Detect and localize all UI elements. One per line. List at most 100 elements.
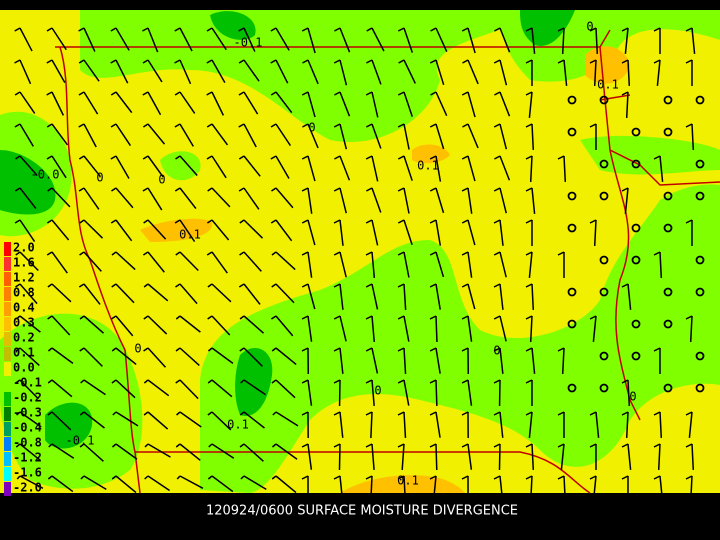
wind-barb	[110, 91, 133, 114]
wind-barb	[239, 347, 263, 367]
calm-circle	[599, 351, 609, 361]
border	[59, 46, 591, 494]
calm-circle	[567, 383, 577, 393]
wind-barb	[429, 155, 442, 182]
calm-circle	[631, 223, 641, 233]
calm-circle	[567, 191, 577, 201]
wind-barb	[208, 443, 235, 459]
legend-label: -0.8	[13, 436, 42, 450]
wind-barb	[365, 475, 373, 503]
wind-barb	[653, 475, 664, 502]
wind-barb	[207, 411, 232, 431]
wind-barb	[557, 443, 565, 470]
wind-barb	[14, 187, 37, 210]
wind-barb	[621, 91, 629, 119]
calm-circle	[567, 95, 577, 105]
wind-barb	[47, 187, 71, 208]
wind-barb	[239, 411, 265, 429]
wind-barb	[462, 59, 479, 85]
wind-barb	[461, 251, 473, 278]
wind-barb	[14, 91, 36, 114]
legend-label: -1.6	[13, 466, 42, 480]
wind-barb	[557, 59, 568, 86]
contour-label: 0	[586, 20, 593, 34]
green-area	[80, 10, 540, 142]
wind-barb	[621, 59, 631, 87]
wind-barb	[175, 443, 201, 461]
wind-barb	[397, 219, 413, 245]
wind-barb	[493, 315, 507, 342]
wind-barb	[78, 283, 101, 305]
wind-barb	[621, 379, 631, 407]
wind-barb	[301, 315, 313, 342]
wind-barb	[301, 411, 309, 439]
calm-circle	[695, 383, 705, 393]
caption: 120924/0600 SURFACE MOISTURE DIVERGENCE	[206, 504, 518, 519]
calm-circle	[599, 287, 609, 297]
legend-swatch	[4, 422, 11, 436]
wind-barb	[79, 315, 105, 334]
wind-barb	[365, 91, 379, 118]
legend-swatch	[4, 362, 11, 376]
legend-label: 2.0	[13, 241, 35, 255]
wind-barb	[429, 251, 445, 278]
wind-barb	[301, 251, 313, 278]
wind-barb	[685, 219, 693, 246]
wind-barb	[397, 379, 410, 406]
contour-label: 0	[158, 173, 165, 187]
wind-barb	[653, 59, 661, 86]
legend-swatch	[4, 482, 11, 496]
wind-barb	[79, 411, 105, 429]
legend-swatch	[4, 287, 11, 301]
legend-swatch	[4, 257, 11, 271]
orange-area	[585, 46, 630, 84]
wind-barb	[301, 283, 316, 310]
wind-barb	[493, 251, 507, 278]
calm-circle	[695, 191, 705, 201]
dark-green-area	[520, 10, 575, 46]
wind-barb	[110, 219, 133, 242]
wind-barb	[525, 155, 533, 183]
calm-circle	[663, 127, 673, 137]
contour-label: 0.1	[179, 228, 201, 242]
wind-barb	[429, 443, 438, 471]
wind-barb	[301, 475, 309, 503]
contour-label: -0.1	[66, 434, 95, 448]
wind-barb	[493, 187, 507, 214]
wind-barb	[176, 411, 202, 428]
calm-circles	[567, 95, 705, 393]
wind-barb	[144, 443, 171, 458]
wind-barb	[494, 27, 511, 53]
wind-barb	[238, 283, 261, 305]
wind-barb	[525, 475, 533, 503]
wind-barb	[238, 27, 256, 52]
wind-barb	[685, 475, 693, 503]
wind-barb	[334, 155, 351, 181]
wind-barb	[79, 251, 102, 272]
wind-barb	[397, 91, 413, 117]
wind-barb	[493, 475, 504, 502]
wind-barb	[47, 411, 72, 431]
wind-barb	[142, 59, 163, 83]
wind-barb	[46, 251, 68, 274]
wind-barb	[15, 283, 38, 305]
wind-barb	[461, 475, 469, 503]
contour-label: 0	[308, 121, 315, 135]
wind-barb	[366, 123, 382, 149]
wind-barb	[14, 219, 36, 242]
wind-barb	[175, 347, 200, 366]
wind-barb	[142, 27, 159, 53]
wind-barb	[271, 283, 295, 304]
wind-barb	[271, 315, 294, 337]
wind-barb	[175, 315, 201, 333]
wind-barb	[15, 315, 41, 333]
wind-barb	[207, 315, 231, 336]
wind-barb	[333, 347, 344, 374]
wind-barbs	[14, 27, 696, 503]
wind-barb	[15, 155, 38, 176]
wind-barb	[238, 187, 260, 210]
legend-swatch	[4, 467, 11, 481]
wind-barb	[80, 379, 106, 396]
wind-barb	[333, 123, 348, 150]
legend-swatch	[4, 317, 11, 331]
